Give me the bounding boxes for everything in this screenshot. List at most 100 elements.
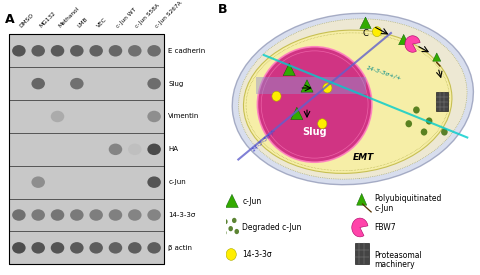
Ellipse shape bbox=[31, 242, 45, 254]
Polygon shape bbox=[301, 80, 313, 92]
Ellipse shape bbox=[12, 45, 25, 57]
Text: MG132: MG132 bbox=[38, 11, 57, 29]
Text: β actin: β actin bbox=[168, 245, 192, 251]
Polygon shape bbox=[357, 193, 367, 205]
Bar bbox=[9, 34, 164, 264]
Ellipse shape bbox=[31, 177, 45, 188]
Ellipse shape bbox=[108, 209, 122, 221]
Ellipse shape bbox=[31, 209, 45, 221]
Ellipse shape bbox=[51, 45, 64, 57]
Wedge shape bbox=[352, 218, 368, 237]
Ellipse shape bbox=[147, 177, 161, 188]
Ellipse shape bbox=[89, 242, 103, 254]
Polygon shape bbox=[432, 53, 441, 61]
Ellipse shape bbox=[31, 78, 45, 89]
Text: Vimentin: Vimentin bbox=[168, 114, 200, 119]
Ellipse shape bbox=[89, 209, 103, 221]
Polygon shape bbox=[360, 17, 371, 29]
Polygon shape bbox=[291, 107, 303, 120]
Text: DMSO: DMSO bbox=[19, 13, 35, 29]
Circle shape bbox=[426, 117, 432, 125]
Text: LMB: LMB bbox=[77, 17, 89, 29]
Circle shape bbox=[232, 218, 237, 223]
Text: c-Jun WT: c-Jun WT bbox=[116, 7, 137, 29]
Ellipse shape bbox=[257, 47, 372, 162]
Text: Slug: Slug bbox=[168, 81, 183, 87]
Ellipse shape bbox=[70, 45, 84, 57]
Text: E cadherin: E cadherin bbox=[168, 48, 205, 54]
Ellipse shape bbox=[51, 111, 64, 122]
Text: c-Jun: c-Jun bbox=[374, 204, 394, 213]
Ellipse shape bbox=[31, 45, 45, 57]
Text: c-Jun S267A: c-Jun S267A bbox=[154, 1, 183, 29]
Text: c-Jun S58A: c-Jun S58A bbox=[135, 3, 161, 29]
Text: c-Jun: c-Jun bbox=[168, 179, 186, 185]
Text: A: A bbox=[5, 13, 14, 26]
Ellipse shape bbox=[108, 242, 122, 254]
Ellipse shape bbox=[12, 209, 25, 221]
Text: B: B bbox=[218, 3, 228, 16]
Ellipse shape bbox=[128, 144, 142, 155]
Text: C: C bbox=[363, 29, 369, 38]
Ellipse shape bbox=[147, 111, 161, 122]
Ellipse shape bbox=[239, 19, 467, 179]
Text: EMT: EMT bbox=[353, 153, 374, 161]
Ellipse shape bbox=[147, 144, 161, 155]
Text: Slug: Slug bbox=[302, 127, 326, 137]
Text: Methanol: Methanol bbox=[58, 6, 80, 29]
Ellipse shape bbox=[128, 242, 142, 254]
Polygon shape bbox=[256, 77, 366, 94]
Text: 14-3-3σ-/-: 14-3-3σ-/- bbox=[251, 128, 277, 152]
Circle shape bbox=[222, 230, 227, 235]
Circle shape bbox=[223, 219, 228, 224]
Ellipse shape bbox=[147, 242, 161, 254]
Ellipse shape bbox=[12, 242, 25, 254]
Bar bbox=[9, 34, 164, 264]
Ellipse shape bbox=[89, 45, 103, 57]
Polygon shape bbox=[398, 34, 409, 45]
Text: FBW7: FBW7 bbox=[374, 223, 396, 232]
Ellipse shape bbox=[232, 13, 473, 185]
Ellipse shape bbox=[108, 144, 122, 155]
Ellipse shape bbox=[147, 78, 161, 89]
Ellipse shape bbox=[147, 45, 161, 57]
Ellipse shape bbox=[243, 30, 452, 174]
Polygon shape bbox=[226, 194, 238, 208]
Text: Proteasomal: Proteasomal bbox=[374, 251, 422, 260]
Ellipse shape bbox=[147, 209, 161, 221]
Circle shape bbox=[226, 249, 236, 260]
Text: Polyubiquitinated: Polyubiquitinated bbox=[374, 194, 442, 203]
Text: VEC: VEC bbox=[96, 17, 108, 29]
Circle shape bbox=[372, 27, 382, 37]
Circle shape bbox=[272, 91, 281, 101]
Text: 14-3-3σ+/+: 14-3-3σ+/+ bbox=[366, 65, 402, 81]
Ellipse shape bbox=[128, 45, 142, 57]
Ellipse shape bbox=[70, 177, 84, 188]
Text: 14-3-3σ: 14-3-3σ bbox=[242, 250, 272, 259]
Ellipse shape bbox=[128, 209, 142, 221]
Bar bbox=[436, 92, 448, 111]
Text: machinery: machinery bbox=[374, 260, 415, 269]
Circle shape bbox=[406, 120, 412, 127]
Circle shape bbox=[441, 128, 448, 136]
Ellipse shape bbox=[70, 242, 84, 254]
Bar bbox=[355, 243, 369, 264]
Circle shape bbox=[318, 119, 327, 129]
Ellipse shape bbox=[70, 78, 84, 89]
Ellipse shape bbox=[51, 209, 64, 221]
Circle shape bbox=[228, 226, 233, 231]
Ellipse shape bbox=[108, 45, 122, 57]
Ellipse shape bbox=[70, 209, 84, 221]
Circle shape bbox=[413, 106, 420, 114]
Text: Degraded c-Jun: Degraded c-Jun bbox=[242, 223, 301, 232]
Ellipse shape bbox=[89, 144, 103, 155]
Circle shape bbox=[421, 128, 427, 136]
Wedge shape bbox=[405, 36, 420, 52]
Polygon shape bbox=[283, 63, 295, 76]
Circle shape bbox=[234, 229, 239, 234]
Text: HA: HA bbox=[168, 146, 178, 152]
Text: 14-3-3σ: 14-3-3σ bbox=[168, 212, 195, 218]
Circle shape bbox=[323, 83, 332, 93]
Ellipse shape bbox=[51, 242, 64, 254]
Text: c-Jun: c-Jun bbox=[242, 197, 262, 206]
